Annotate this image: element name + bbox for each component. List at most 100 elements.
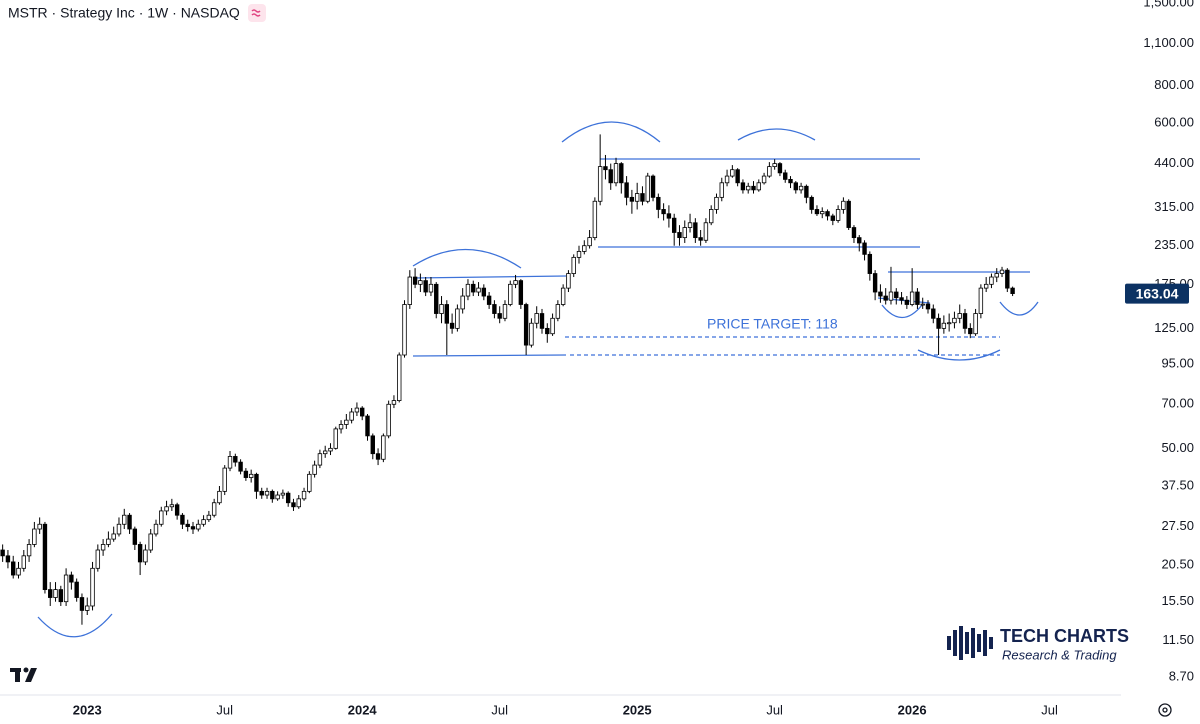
candle-body [11,561,16,576]
candle-body [666,213,672,219]
annotations [37,121,1039,638]
candle-body [682,227,687,239]
candle-body [925,303,931,310]
candle-body [164,506,169,512]
candle-body [26,544,32,557]
candle-body [566,273,571,289]
arc [412,248,522,269]
candle-body [497,313,502,319]
candle-body [74,581,79,598]
candle-body [555,304,561,319]
candle-body [952,317,957,324]
candle-body [90,567,95,607]
candle-body [867,253,873,274]
y-tick-label: 37.50 [1161,477,1194,492]
y-tick-label: 1,100.00 [1143,35,1194,50]
candle-body [915,291,920,305]
candle-body [809,196,814,210]
candle-body [285,492,291,504]
candle-body [16,567,21,576]
candle-body [32,528,37,545]
candle-body [37,523,42,530]
candle-body [968,327,973,335]
x-tick-label: Jul [1041,702,1058,717]
arc [737,128,816,141]
candle-body [492,304,497,314]
candle-body [434,283,439,314]
header-title: MSTR · Strategy Inc · 1W · NASDAQ [8,5,240,21]
candle-body [259,490,264,496]
candle-body [650,175,656,198]
candle-body [233,456,238,463]
y-tick-label: 8.70 [1169,669,1194,684]
candle-body [296,498,301,508]
status-icon [248,4,266,22]
status-icon-glyph [251,9,261,17]
candle-body [1005,269,1010,289]
candle-body [486,295,492,305]
candle-body [851,227,857,239]
last-price-label: 163.04 [1136,285,1179,301]
candle-body [687,222,693,228]
candle-body [243,470,249,478]
candle-body [360,407,365,417]
candle-body [227,456,233,469]
y-tick-label: 27.50 [1161,518,1194,533]
candle-body [211,502,217,516]
candle-body [58,589,64,603]
candle-body [370,435,375,455]
candle-body [783,172,788,180]
candle-body [397,354,402,401]
candle-body [217,490,222,504]
candle-body [830,215,836,221]
x-tick-label: Jul [491,702,508,717]
candle-body [312,464,317,475]
candle-body [412,276,418,285]
candle-body [724,175,730,184]
candle-body [48,589,53,598]
arc [37,613,113,638]
candle-body [894,291,899,299]
candle-body [375,453,381,460]
candle-body [85,605,90,611]
candle-body [174,504,180,516]
candle-body [931,308,936,319]
candle-body [624,182,629,198]
candle-body [280,492,286,496]
settings-icon[interactable] [1158,703,1172,717]
candle-body [127,514,132,530]
y-tick-label: 20.50 [1161,557,1194,572]
y-tick-label: 95.00 [1161,356,1194,371]
candle-body [322,450,328,455]
candle-body [307,473,312,492]
candle-body [116,523,122,535]
candle-body [761,175,767,184]
candle-body [1010,287,1015,294]
arc [917,349,1001,361]
arc [881,304,923,319]
candle-body [291,502,296,508]
candle-body [846,200,851,228]
candle-body [264,490,270,496]
candle-body [989,276,994,285]
candle-body [180,514,185,525]
candle-body [883,295,888,301]
candle-body [804,185,809,198]
candle-body [576,251,582,258]
candle-body [508,283,513,305]
candle-body [793,182,799,191]
candle-body [709,209,714,224]
candle-body [899,297,904,301]
candle-body [592,200,598,239]
candle-body [63,574,69,603]
candle-body [79,597,85,611]
candle-body [148,533,153,551]
trend-line [412,354,567,357]
candle-body [698,237,703,241]
candle-body [740,182,746,191]
candle-body [381,435,386,460]
candle-body [349,411,354,421]
candle-body [444,304,450,324]
y-tick-label: 50.00 [1161,440,1194,455]
